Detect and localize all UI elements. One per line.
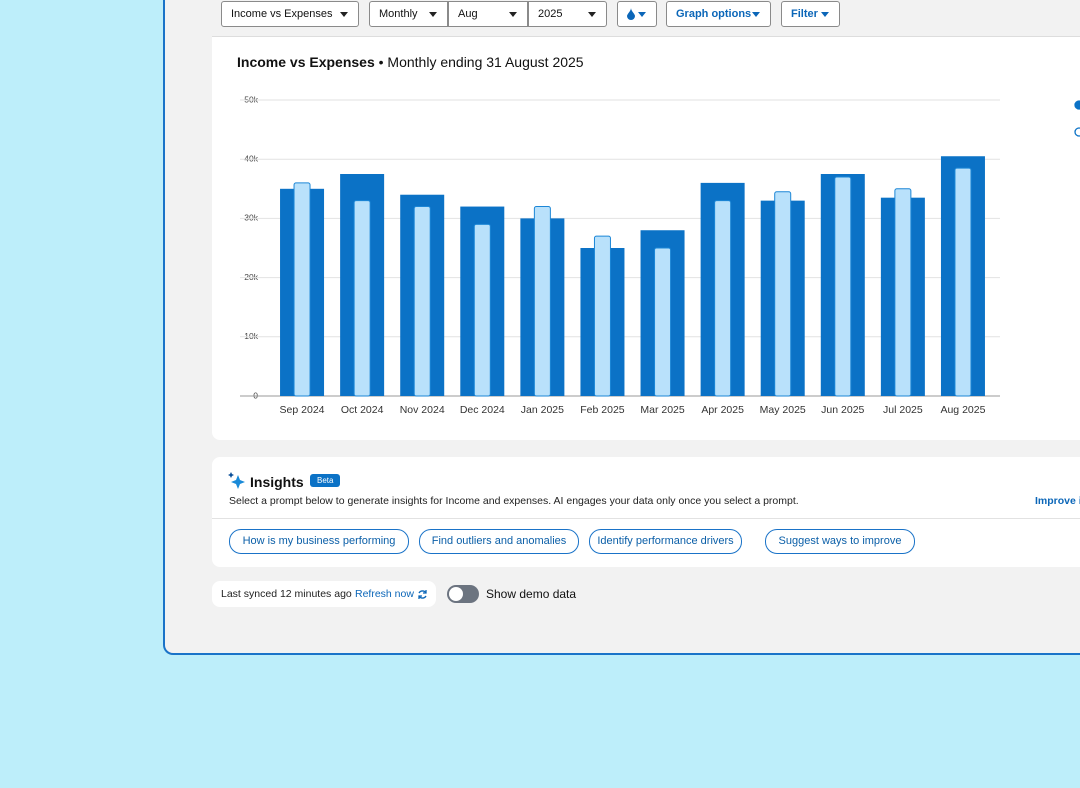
chart-heading: Income vs Expenses • Monthly ending 31 A…: [237, 54, 584, 70]
bar: [413, 206, 431, 397]
demo-toggle[interactable]: [447, 585, 479, 603]
bar: [293, 182, 311, 397]
prompt-button[interactable]: Identify performance drivers: [589, 529, 742, 554]
y-tick-label: 30k: [244, 213, 258, 223]
prompt-button[interactable]: How is my business performing: [229, 529, 409, 554]
graph-options[interactable]: Graph options: [666, 1, 771, 27]
filter[interactable]: Filter: [781, 1, 840, 27]
x-tick-label: Apr 2025: [701, 404, 744, 416]
x-tick-label: Jan 2025: [521, 404, 564, 416]
x-tick-label: Jun 2025: [821, 404, 864, 416]
insights-title: Insights: [250, 474, 304, 490]
x-tick-label: Oct 2024: [341, 404, 384, 416]
sync-box: [212, 581, 436, 607]
y-tick-label: 50k: [244, 94, 258, 104]
bar: [834, 176, 852, 397]
insights-description: Select a prompt below to generate insigh…: [229, 495, 799, 507]
bar: [353, 200, 371, 397]
x-tick-label: Mar 2025: [640, 404, 685, 416]
bar: [954, 167, 972, 397]
bar: [774, 191, 792, 397]
prompt-button[interactable]: Find outliers and anomalies: [419, 529, 579, 554]
y-tick-label: 40k: [244, 153, 258, 163]
drop-icon: [627, 8, 635, 20]
sparkle-icon: [228, 472, 245, 489]
y-tick-label: 20k: [244, 272, 258, 282]
refresh-link[interactable]: Refresh now: [355, 588, 414, 600]
divider: [212, 518, 1080, 519]
y-tick-label: 0: [253, 390, 258, 400]
toggle-knob: [449, 587, 463, 601]
chart-subtitle: • Monthly ending 31 August 2025: [378, 54, 584, 70]
bar: [593, 235, 611, 397]
prompt-button[interactable]: Suggest ways to improve: [765, 529, 915, 554]
chart: 0 10k 20k 30k 40k 50k Sep 2024 Oct 2024 Nov 2024…: [240, 94, 1080, 416]
period-select[interactable]: Monthly: [369, 1, 448, 27]
x-tick-label: Jul 2025: [883, 404, 923, 416]
demo-label: Show demo data: [486, 587, 577, 601]
x-tick-label: Sep 2024: [280, 404, 325, 416]
beta-badge: Beta: [310, 474, 341, 487]
divider: [212, 36, 1080, 37]
legend-marker: [1074, 100, 1080, 110]
report-select[interactable]: Income vs Expenses: [221, 1, 359, 27]
bar: [654, 247, 672, 397]
x-tick-label: Nov 2024: [400, 404, 445, 416]
x-tick-label: Dec 2024: [460, 404, 505, 416]
legend-marker: [1074, 127, 1080, 137]
bar: [473, 223, 491, 397]
x-tick-label: Feb 2025: [580, 404, 625, 416]
x-tick-label: Aug 2025: [940, 404, 985, 416]
bar: [894, 188, 912, 397]
y-tick-label: 10k: [244, 331, 258, 341]
x-tick-label: May 2025: [760, 404, 806, 416]
improve-link[interactable]: Improve i: [1035, 495, 1080, 507]
bar: [714, 200, 732, 397]
sync-status: Last synced 12 minutes ago: [221, 588, 352, 600]
year-select[interactable]: 2025: [528, 1, 607, 27]
bar: [533, 206, 551, 397]
refresh-icon: [418, 590, 427, 599]
color-select[interactable]: [617, 1, 657, 27]
month-select[interactable]: Aug: [448, 1, 528, 27]
chart-title: Income vs Expenses: [237, 54, 375, 70]
